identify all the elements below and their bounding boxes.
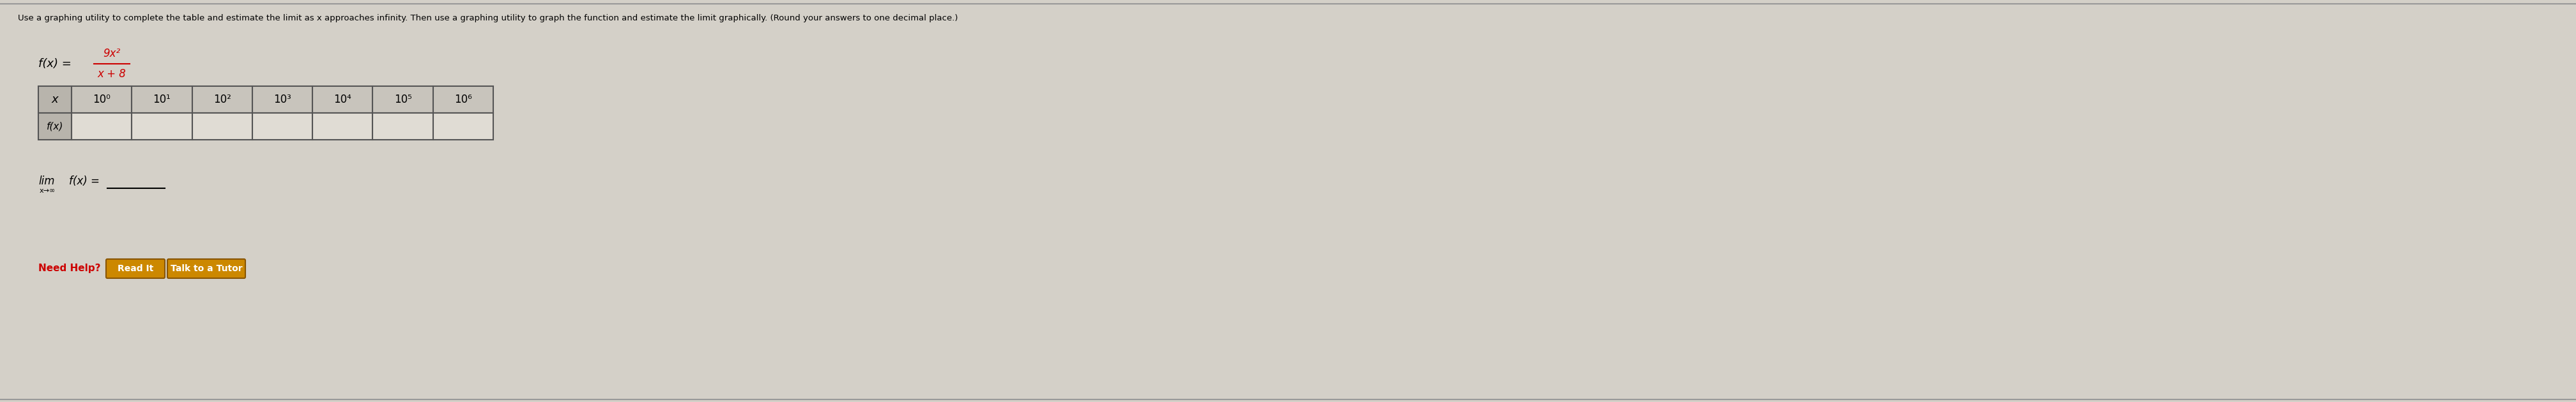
Text: x + 8: x + 8	[98, 68, 126, 80]
Bar	[72, 86, 131, 113]
Bar	[312, 113, 374, 140]
Bar	[72, 113, 131, 140]
Text: Read It: Read It	[118, 264, 155, 273]
Text: 10³: 10³	[273, 94, 291, 105]
Bar	[433, 113, 492, 140]
Text: f(x) =: f(x) =	[70, 176, 100, 187]
Text: 10⁴: 10⁴	[335, 94, 350, 105]
Text: lim: lim	[39, 176, 54, 187]
Bar	[131, 86, 193, 113]
Bar	[131, 113, 193, 140]
Text: x: x	[52, 94, 59, 105]
Text: 10⁵: 10⁵	[394, 94, 412, 105]
Bar	[39, 113, 72, 140]
Text: f(x): f(x)	[46, 121, 64, 131]
Text: Need Help?: Need Help?	[39, 263, 100, 273]
Text: Talk to a Tutor: Talk to a Tutor	[170, 264, 242, 273]
Text: f(x) =: f(x) =	[39, 58, 72, 70]
Text: 10⁶: 10⁶	[453, 94, 471, 105]
Bar	[312, 86, 374, 113]
Bar	[374, 113, 433, 140]
Text: 9x²: 9x²	[103, 48, 121, 59]
Bar	[252, 86, 312, 113]
Text: 10²: 10²	[214, 94, 232, 105]
Bar	[193, 86, 252, 113]
Bar	[39, 86, 72, 113]
FancyBboxPatch shape	[106, 259, 165, 278]
Text: Use a graphing utility to complete the table and estimate the limit as x approac: Use a graphing utility to complete the t…	[18, 14, 958, 23]
FancyBboxPatch shape	[167, 259, 245, 278]
Text: 10¹: 10¹	[152, 94, 170, 105]
Bar	[374, 86, 433, 113]
Text: 10⁰: 10⁰	[93, 94, 111, 105]
Text: x→∞: x→∞	[39, 188, 57, 194]
Bar	[252, 113, 312, 140]
Bar	[433, 86, 492, 113]
Bar	[193, 113, 252, 140]
